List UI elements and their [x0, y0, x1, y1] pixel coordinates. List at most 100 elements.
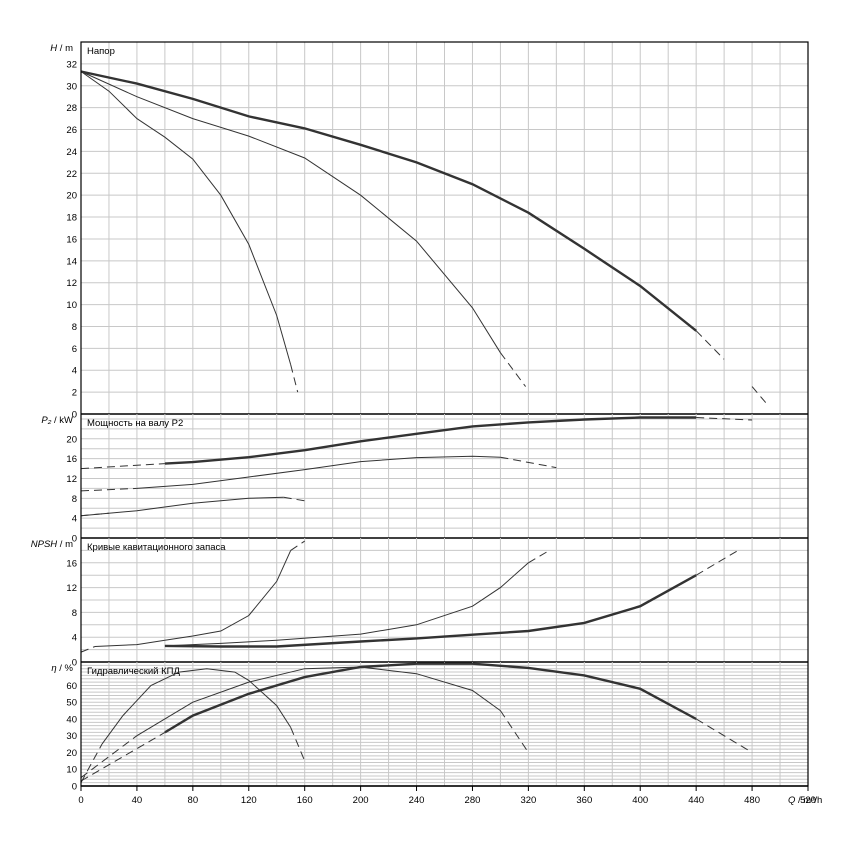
x-tick-label: 360	[576, 795, 592, 806]
y-axis-unit: / m	[57, 539, 73, 550]
y-tick-label: 16	[66, 558, 77, 569]
chart-frame	[80, 41, 809, 787]
x-axis-variable: Q	[788, 795, 796, 806]
y-axis-label: η / %	[51, 663, 73, 674]
y-tick-label: 20	[66, 191, 77, 202]
curve-1-dashed	[80, 646, 96, 653]
curve-1-dashed	[80, 512, 110, 517]
curve-2-dashed	[80, 487, 137, 492]
panel-2: 0 4 8 12 16 20 P₂ / kW Мощность на валу P2	[41, 414, 808, 545]
curve-2-solid	[164, 562, 529, 647]
y-tick-label: 32	[66, 59, 77, 70]
curve-3-dashed	[696, 417, 753, 421]
curve-1-solid	[101, 668, 292, 745]
y-axis-label: P₂ / kW	[41, 415, 73, 426]
curve-2-solid	[136, 666, 501, 737]
y-tick-label: 16	[66, 234, 77, 245]
y-axis-unit: / m	[57, 43, 73, 54]
curve-2-dashed	[499, 710, 529, 753]
y-axis-unit: / %	[57, 663, 74, 674]
x-axis-unit: / m³/h	[795, 795, 822, 806]
curve-2-solid	[136, 455, 501, 489]
y-tick-label: 4	[72, 366, 77, 377]
y-tick-label: 8	[72, 322, 77, 333]
x-tick-label: 200	[353, 795, 369, 806]
x-tick-label: 480	[744, 795, 760, 806]
curve-2-dashed	[80, 735, 138, 779]
y-axis-variable: P₂	[41, 415, 51, 426]
curve-2-dashed	[528, 549, 550, 564]
x-tick-label: 280	[465, 795, 481, 806]
y-axis-label: NPSH / m	[31, 539, 73, 550]
y-tick-label: 20	[66, 748, 77, 759]
y-tick-label: 12	[66, 583, 77, 594]
x-axis-label: Q / m³/h	[788, 795, 822, 806]
y-tick-label: 10	[66, 300, 77, 311]
y-tick-label: 0	[72, 534, 77, 545]
y-tick-label: 22	[66, 169, 77, 180]
x-tick-label: 440	[688, 795, 704, 806]
y-axis-variable: H	[50, 43, 57, 54]
y-tick-label: 18	[66, 213, 77, 224]
x-tick-label: 320	[520, 795, 536, 806]
curve-1-dashed	[290, 540, 305, 551]
curve-2-dashed	[500, 456, 557, 469]
curve-3-dashed	[695, 718, 753, 753]
panel-title: Напор	[87, 46, 115, 57]
y-axis-variable: η	[51, 663, 56, 674]
curve-3-dashed	[80, 731, 166, 782]
y-tick-label: 2	[72, 388, 77, 399]
y-tick-label: 26	[66, 125, 77, 136]
y-tick-label: 28	[66, 103, 77, 114]
curve-1-dashed	[283, 496, 305, 502]
x-tick-label: 160	[297, 795, 313, 806]
y-tick-label: 12	[66, 278, 77, 289]
y-tick-label: 10	[66, 765, 77, 776]
x-tick-label: 520	[800, 795, 816, 806]
y-tick-label: 20	[66, 434, 77, 445]
curve-3-solid	[164, 416, 697, 465]
y-axis-label: H / m	[50, 43, 73, 54]
curve-1-solid	[80, 496, 284, 517]
panel-title: Гидравлический КПД	[87, 666, 180, 677]
curve-3-dashed	[695, 330, 725, 360]
y-tick-label: 4	[72, 514, 77, 525]
panel-4: 0 10 20 30 40 50 60 η / % Гидравлический КПД	[51, 662, 808, 793]
y-tick-label: 40	[66, 714, 77, 725]
y-tick-label: 0	[72, 410, 77, 421]
y-tick-label: 30	[66, 81, 77, 92]
x-tick-label: 240	[409, 795, 425, 806]
curve-3-dashed	[751, 386, 767, 404]
y-tick-label: 12	[66, 474, 77, 485]
y-tick-label: 8	[72, 608, 77, 619]
y-tick-label: 30	[66, 731, 77, 742]
curve-1-solid	[94, 550, 292, 647]
x-tick-label: 120	[241, 795, 257, 806]
y-tick-label: 0	[72, 782, 77, 793]
y-axis-unit: / kW	[51, 415, 73, 426]
x-tick-label: 0	[78, 795, 83, 806]
panel-title: Мощность на валу P2	[87, 418, 183, 429]
curve-3-dashed	[695, 549, 739, 576]
curve-3-solid	[164, 662, 697, 734]
y-axis-variable: NPSH	[31, 539, 58, 550]
y-tick-label: 6	[72, 344, 77, 355]
y-tick-label: 8	[72, 494, 77, 505]
curve-1-dashed	[80, 743, 103, 783]
panel-title: Кривые кавитационного запаса	[87, 542, 226, 553]
x-tick-label: 400	[632, 795, 648, 806]
curve-1-solid	[80, 71, 292, 365]
y-tick-label: 24	[66, 147, 77, 158]
curve-3-dashed	[80, 463, 165, 470]
y-tick-label: 50	[66, 698, 77, 709]
y-tick-label: 0	[72, 658, 77, 669]
curve-1-dashed	[290, 364, 299, 393]
curve-2-dashed	[499, 352, 527, 387]
y-tick-label: 60	[66, 681, 77, 692]
y-tick-label: 4	[72, 633, 77, 644]
x-tick-label: 80	[188, 795, 199, 806]
y-tick-label: 14	[66, 256, 77, 267]
curve-3-solid	[164, 574, 697, 648]
